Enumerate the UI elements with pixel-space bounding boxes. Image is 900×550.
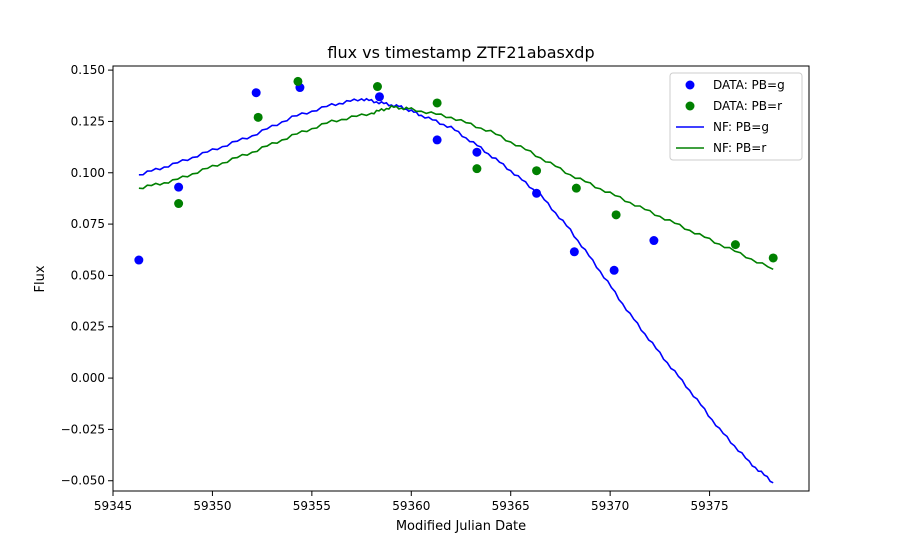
data-point: [174, 199, 184, 209]
x-tick-label: 59365: [492, 499, 530, 513]
x-tick-label: 59350: [193, 499, 231, 513]
x-axis-label: Modified Julian Date: [396, 519, 526, 534]
legend-box: [669, 72, 803, 161]
data-point: [730, 240, 740, 250]
data-point: [372, 82, 382, 92]
data-point: [174, 182, 184, 192]
legend: DATA: PB=g DATA: PB=r NF: PB=g NF: PB=r: [669, 72, 803, 161]
series-line: [138, 104, 774, 271]
data-point: [609, 265, 619, 275]
y-tick-label: −0.025: [61, 422, 105, 436]
y-tick-label: −0.050: [61, 474, 105, 488]
legend-label: NF: PB=g: [713, 120, 769, 134]
data-point: [432, 98, 442, 108]
legend-label: DATA: PB=g: [713, 78, 785, 92]
y-tick-label: 0.050: [71, 268, 105, 282]
axes-frame: [112, 65, 810, 492]
x-tick-label: 59360: [392, 499, 430, 513]
y-tick-label: 0.025: [71, 320, 105, 334]
x-tick-label: 59355: [293, 499, 331, 513]
data-point: [571, 183, 581, 193]
data-point: [768, 253, 778, 263]
legend-label: DATA: PB=r: [713, 99, 782, 113]
data-point: [134, 255, 144, 265]
data-point: [432, 135, 442, 145]
data-point: [649, 236, 659, 246]
y-tick-label: 0.100: [71, 166, 105, 180]
plot-area: [134, 76, 778, 484]
data-point: [532, 188, 542, 198]
series-line: [138, 97, 774, 484]
data-point: [253, 112, 263, 122]
data-point: [611, 210, 621, 220]
data-point: [251, 88, 261, 98]
x-tick-label: 59345: [94, 499, 132, 513]
data-point: [569, 247, 579, 257]
y-tick-label: 0.125: [71, 114, 105, 128]
y-tick-label: 0.075: [71, 217, 105, 231]
legend-marker: [685, 101, 695, 111]
data-point: [472, 147, 482, 157]
legend-marker: [685, 80, 695, 90]
y-axis-label: Flux: [33, 265, 48, 292]
x-tick-label: 59370: [591, 499, 629, 513]
y-tick-label: 0.150: [71, 63, 105, 77]
data-point: [472, 164, 482, 174]
data-point: [374, 92, 384, 102]
x-tick-label: 59375: [690, 499, 728, 513]
data-point: [293, 76, 303, 86]
y-tick-label: 0.000: [71, 371, 105, 385]
data-point: [532, 166, 542, 176]
axis-ticks: 59345 59350 59355 59360 59365 59370 59375 −0.05…: [61, 63, 729, 513]
chart-title: flux vs timestamp ZTF21abasxdp: [327, 43, 594, 62]
legend-label: NF: PB=r: [713, 141, 766, 155]
